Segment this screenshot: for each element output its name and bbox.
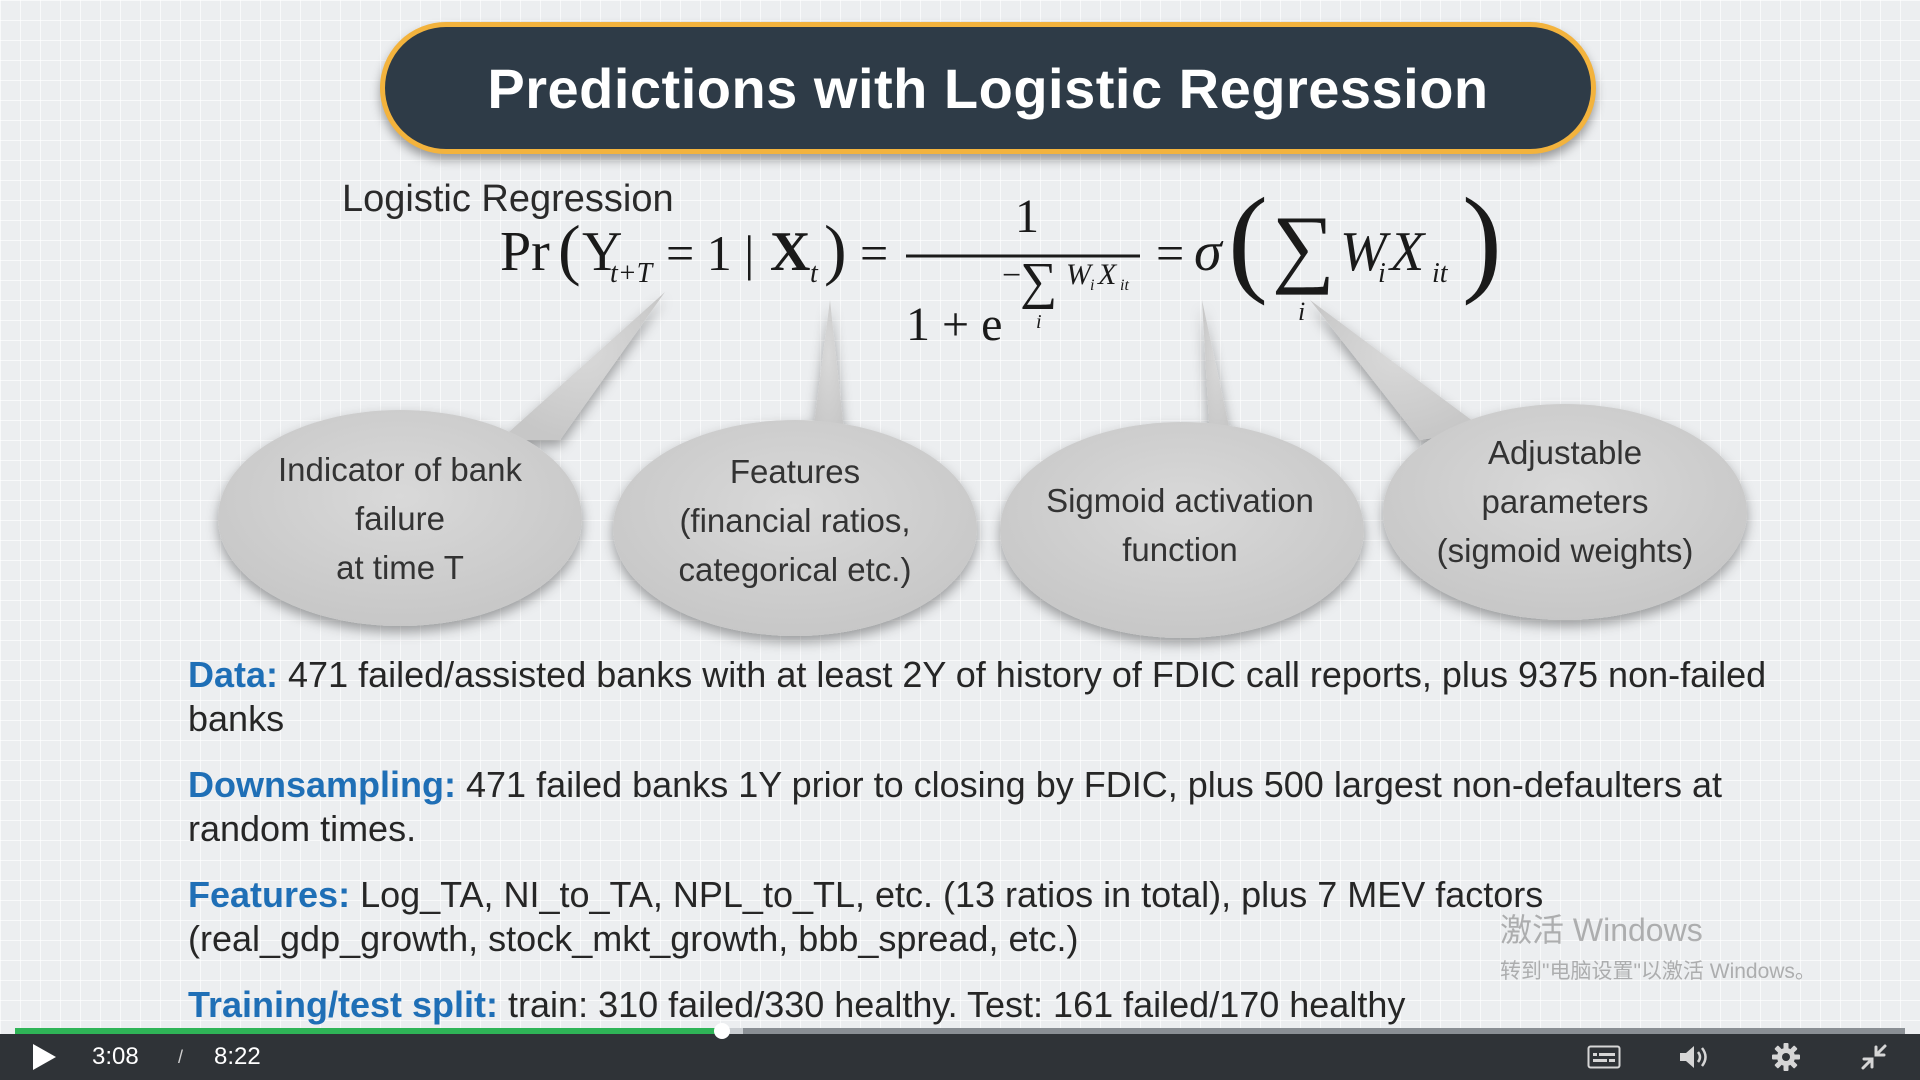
svg-text:−: − — [1002, 257, 1021, 294]
callout-sigmoid — [1000, 300, 1364, 638]
svg-text:i: i — [1036, 311, 1042, 333]
svg-text:=: = — [860, 225, 888, 281]
slide-title: Predictions with Logistic Regression — [487, 56, 1489, 120]
slide-body: Data: 471 failed/assisted banks with at … — [188, 653, 1828, 1034]
captions-icon — [1587, 1045, 1621, 1069]
svg-text:(: ( — [1228, 180, 1268, 306]
callout-parameters-text: Adjustable parameters (sigmoid weights) — [1436, 434, 1694, 569]
svg-text:1: 1 — [1015, 190, 1039, 243]
svg-text:W: W — [1066, 258, 1094, 291]
callout-sigmoid-text: Sigmoid activation function — [1046, 482, 1314, 568]
progress-buffered — [721, 1028, 743, 1034]
logistic-formula: Pr ( Y t+T = 1 | X t ) = 1 1 + e − ∑ i W… — [500, 180, 1502, 351]
video-controls-bar — [0, 1034, 1920, 1080]
settings-gear-icon — [1772, 1043, 1800, 1071]
video-frame[interactable]: Predictions with Logistic Regression Log… — [0, 0, 1920, 1034]
svg-text:1 + e: 1 + e — [906, 298, 1002, 351]
play-icon — [33, 1044, 56, 1070]
progress-scrubber-handle[interactable] — [713, 1023, 730, 1039]
svg-text:it: it — [1120, 277, 1129, 294]
svg-text:∑: ∑ — [1272, 199, 1335, 296]
svg-text:i: i — [1378, 258, 1386, 289]
svg-text:t: t — [810, 258, 819, 289]
callout-indicator-text: Indicator of bank failure at time T — [278, 451, 522, 586]
exit-fullscreen-button[interactable] — [1852, 1034, 1896, 1080]
current-time: 3:08 — [92, 1043, 139, 1070]
svg-text:i: i — [1298, 297, 1305, 326]
exit-fullscreen-icon — [1861, 1044, 1887, 1070]
svg-text:): ) — [824, 211, 847, 287]
info-data: Data: 471 failed/assisted banks with at … — [188, 654, 1767, 739]
svg-text:σ: σ — [1194, 221, 1224, 283]
windows-activation-watermark: 激活 Windows 转到"电脑设置"以激活 Windows。 — [1500, 912, 1816, 983]
title-banner: Predictions with Logistic Regression — [380, 22, 1596, 154]
callout-bubbles — [218, 292, 1747, 638]
callout-indicator — [218, 292, 665, 626]
svg-text:W: W — [1340, 221, 1391, 283]
svg-text:∑: ∑ — [1020, 253, 1057, 310]
svg-text:X: X — [1097, 258, 1118, 291]
progress-played — [15, 1028, 722, 1034]
formula-pr: Pr — [500, 221, 550, 283]
svg-text:): ) — [1462, 180, 1502, 306]
captions-button[interactable] — [1582, 1034, 1626, 1080]
svg-text:X: X — [1388, 221, 1427, 283]
time-separator: / — [178, 1047, 184, 1067]
volume-icon — [1680, 1046, 1707, 1068]
total-duration: 8:22 — [214, 1043, 261, 1070]
svg-text:t+T: t+T — [610, 258, 655, 289]
callout-features-text: Features (financial ratios, categorical … — [678, 453, 912, 588]
svg-text:Y: Y — [582, 221, 622, 283]
svg-text:=: = — [1156, 225, 1184, 281]
svg-text:X: X — [770, 221, 810, 283]
volume-button[interactable] — [1672, 1034, 1716, 1080]
info-downsampling: Downsampling: 471 failed banks 1Y prior … — [188, 764, 1723, 849]
callout-parameters — [1310, 300, 1747, 620]
svg-text:i: i — [1090, 277, 1094, 294]
settings-button[interactable] — [1764, 1034, 1808, 1080]
svg-text:(: ( — [558, 211, 581, 287]
progress-bar[interactable] — [15, 1023, 1905, 1039]
callout-features — [613, 300, 977, 636]
play-button[interactable] — [24, 1034, 64, 1080]
svg-text:= 1 |: = 1 | — [666, 225, 754, 281]
svg-text:it: it — [1432, 258, 1449, 289]
info-features: Features: Log_TA, NI_to_TA, NPL_to_TL, e… — [188, 874, 1544, 959]
info-training-split: Training/test split: train: 310 failed/3… — [188, 984, 1406, 1025]
formula-label: Logistic Regression — [342, 178, 674, 220]
